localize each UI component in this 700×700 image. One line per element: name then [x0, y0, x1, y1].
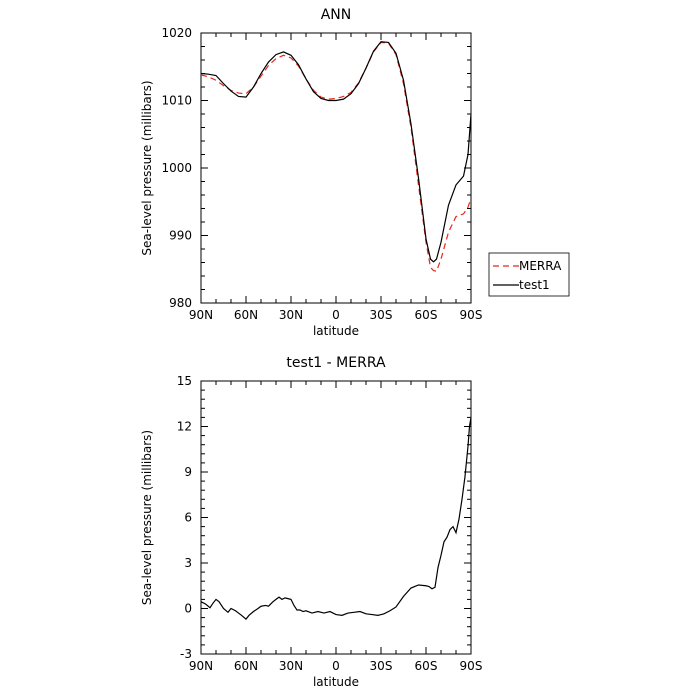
series-line-merra: [201, 41, 471, 272]
chart-panel-2: test1 - MERRA 90N 60N 30N 0 30S 60S 90S -3 0 3 6 9 12…: [140, 355, 482, 689]
x-tick-label: 90N: [189, 308, 213, 322]
x-axis-title: latitude: [313, 324, 359, 338]
x-tick-label: 60N: [234, 308, 258, 322]
x-tick-label: 0: [332, 659, 340, 673]
legend-box: [488, 252, 570, 297]
y-axis-title: Sea-level pressure (millibars): [140, 430, 154, 605]
y-tick-label: 0: [184, 602, 192, 616]
y-tick-label: 15: [177, 374, 192, 388]
y-tick-label: -3: [180, 647, 192, 661]
x-axis-title: latitude: [313, 675, 359, 689]
series-line-test1: [201, 41, 471, 263]
x-tick-label: 90N: [189, 659, 213, 673]
legend: MERRA test1: [488, 252, 570, 297]
chart-title: test1 - MERRA: [286, 355, 386, 371]
plot-frame: [200, 380, 472, 655]
x-tick-label: 60S: [415, 659, 438, 673]
chart-title: ANN: [321, 7, 352, 23]
x-tick-label: 30N: [279, 308, 303, 322]
x-tick-label: 30N: [279, 659, 303, 673]
y-axis-title: Sea-level pressure (millibars): [140, 80, 154, 255]
x-tick-label: 60N: [234, 659, 258, 673]
y-tick-label: 990: [169, 229, 192, 243]
y-tick-label: 1020: [161, 26, 192, 40]
x-tick-label: 90S: [460, 659, 483, 673]
x-tick-label: 90S: [460, 308, 483, 322]
legend-label: MERRA: [519, 259, 562, 273]
chart-panel-1: ANN 90N 60N 30N 0 30S 60S 90S 980 990 1000 1010 1020…: [140, 7, 570, 338]
x-tick-label: 0: [332, 308, 340, 322]
y-tick-label: 3: [184, 556, 192, 570]
y-tick-label: 1000: [161, 161, 192, 175]
x-tick-label: 30S: [370, 659, 393, 673]
y-tick-label: 12: [177, 420, 192, 434]
y-tick-label: 980: [169, 296, 192, 310]
series-line-difference: [201, 417, 471, 620]
x-tick-label: 60S: [415, 308, 438, 322]
y-tick-label: 1010: [161, 94, 192, 108]
y-tick-label: 9: [184, 465, 192, 479]
y-tick-label: 6: [184, 511, 192, 525]
plot-frame: [200, 32, 472, 304]
x-tick-label: 30S: [370, 308, 393, 322]
legend-label: test1: [519, 278, 550, 292]
